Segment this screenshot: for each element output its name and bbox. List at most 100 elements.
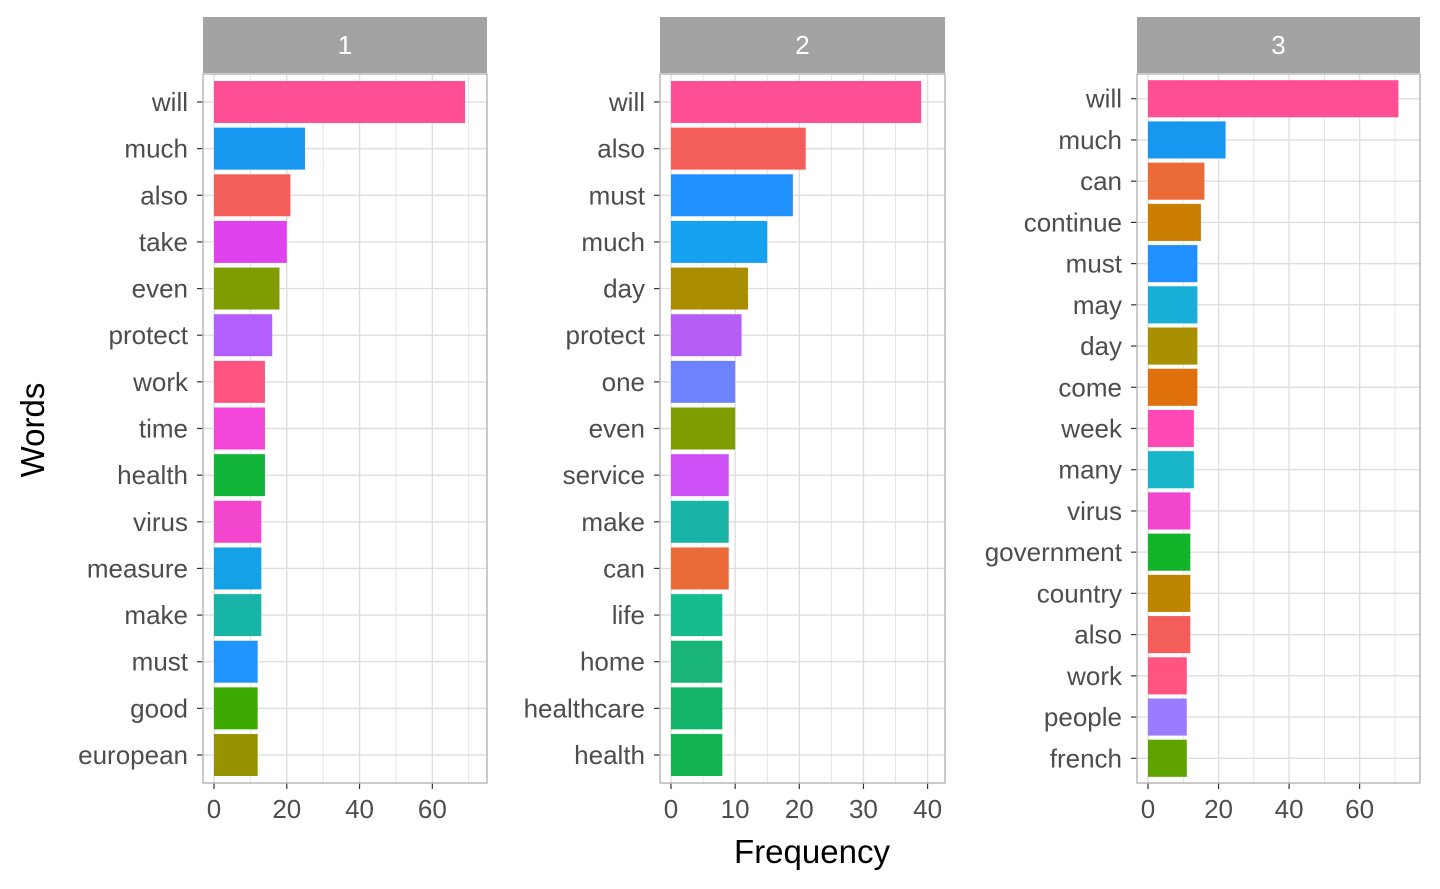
bar-even (671, 407, 736, 450)
y-tick-label: one (602, 367, 645, 397)
bar-life (671, 594, 723, 637)
bar-can (671, 547, 729, 590)
bar-virus (1148, 492, 1191, 530)
bar-must (1148, 245, 1198, 283)
bar-french (1148, 739, 1187, 777)
x-tick-label: 10 (721, 794, 750, 824)
bar-make (214, 594, 262, 637)
x-axis-title: Frequency (734, 833, 890, 870)
y-tick-label: measure (87, 553, 188, 583)
y-tick-label: also (1074, 620, 1122, 650)
y-tick-label: also (597, 134, 645, 164)
bar-time (214, 407, 265, 450)
y-tick-label: people (1044, 702, 1122, 732)
x-tick-label: 60 (1345, 794, 1374, 824)
y-tick-label: even (132, 274, 188, 304)
x-tick-label: 0 (1141, 794, 1155, 824)
y-tick-label: day (1080, 331, 1122, 361)
bar-continue (1148, 203, 1201, 241)
bar-good (214, 687, 258, 730)
y-tick-label: government (985, 537, 1123, 567)
panel-border (659, 73, 946, 784)
y-tick-label: work (1066, 661, 1123, 691)
bar-much (671, 220, 768, 263)
y-tick-label: health (117, 460, 188, 490)
bar-also (1148, 616, 1191, 654)
y-tick-label: can (603, 553, 645, 583)
y-tick-label: week (1060, 414, 1123, 444)
x-tick-label: 20 (1204, 794, 1233, 824)
y-tick-label: take (139, 227, 188, 257)
y-tick-label: must (1066, 249, 1123, 279)
bar-protect (214, 314, 273, 357)
y-tick-label: come (1058, 372, 1122, 402)
facet-strip-label: 2 (795, 30, 809, 60)
x-tick-label: 30 (849, 794, 878, 824)
bar-health (214, 454, 265, 497)
bar-come (1148, 368, 1198, 406)
y-tick-label: day (603, 274, 645, 304)
facet-strip (203, 17, 487, 73)
bar-day (671, 267, 748, 310)
y-tick-label: protect (566, 320, 646, 350)
y-tick-label: european (78, 740, 188, 770)
x-tick-label: 0 (664, 794, 678, 824)
x-tick-label: 20 (785, 794, 814, 824)
bar-people (1148, 698, 1187, 736)
y-tick-label: much (1058, 125, 1122, 155)
y-tick-label: will (151, 87, 188, 117)
y-tick-label: time (139, 414, 188, 444)
y-tick-label: also (140, 180, 188, 210)
bar-many (1148, 451, 1194, 489)
y-tick-label: virus (133, 507, 188, 537)
x-tick-label: 20 (272, 794, 301, 824)
bar-may (1148, 286, 1198, 324)
bar-even (214, 267, 280, 310)
y-tick-label: french (1050, 743, 1122, 773)
bar-can (1148, 162, 1205, 200)
y-tick-label: will (1085, 84, 1122, 114)
bar-measure (214, 547, 262, 590)
facet-strip (1137, 17, 1420, 73)
bar-week (1148, 409, 1194, 448)
bar-protect (671, 314, 742, 357)
y-tick-label: much (124, 134, 188, 164)
y-tick-label: even (589, 414, 645, 444)
y-tick-label: life (612, 600, 645, 630)
y-tick-label: healthcare (524, 693, 645, 723)
facet-strip-label: 1 (338, 30, 352, 60)
bar-country (1148, 574, 1191, 612)
x-tick-label: 40 (345, 794, 374, 824)
x-tick-label: 60 (418, 794, 447, 824)
bar-will (1148, 80, 1399, 118)
y-tick-label: many (1058, 455, 1122, 485)
y-tick-label: health (574, 740, 645, 770)
facet-panel-3: 3 will much can continue must may day come week ma… (985, 17, 1421, 824)
y-tick-label: virus (1067, 496, 1122, 526)
y-tick-label: make (124, 600, 188, 630)
facet-strip-label: 3 (1271, 30, 1285, 60)
facet-panel-2: 2 will also must much day protect one even servic… (524, 17, 946, 824)
y-tick-label: much (581, 227, 645, 257)
y-tick-label: must (132, 647, 189, 677)
bar-must (671, 174, 793, 217)
bar-european (214, 734, 258, 777)
bar-service (671, 454, 729, 497)
bar-day (1148, 327, 1198, 365)
bar-work (1148, 657, 1187, 695)
bar-make (671, 500, 729, 543)
bar-also (671, 127, 806, 170)
y-tick-label: may (1073, 290, 1122, 320)
y-tick-label: service (563, 460, 645, 490)
y-axis-title: Words (14, 383, 51, 478)
bar-take (214, 220, 287, 263)
panel-border (202, 73, 488, 784)
bar-virus (214, 500, 262, 543)
panel-border (1136, 73, 1421, 784)
bar-healthcare (671, 687, 723, 730)
bar-must (214, 640, 258, 683)
bar-one (671, 360, 736, 403)
bar-much (214, 127, 305, 170)
y-tick-label: can (1080, 166, 1122, 196)
bar-government (1148, 533, 1191, 571)
